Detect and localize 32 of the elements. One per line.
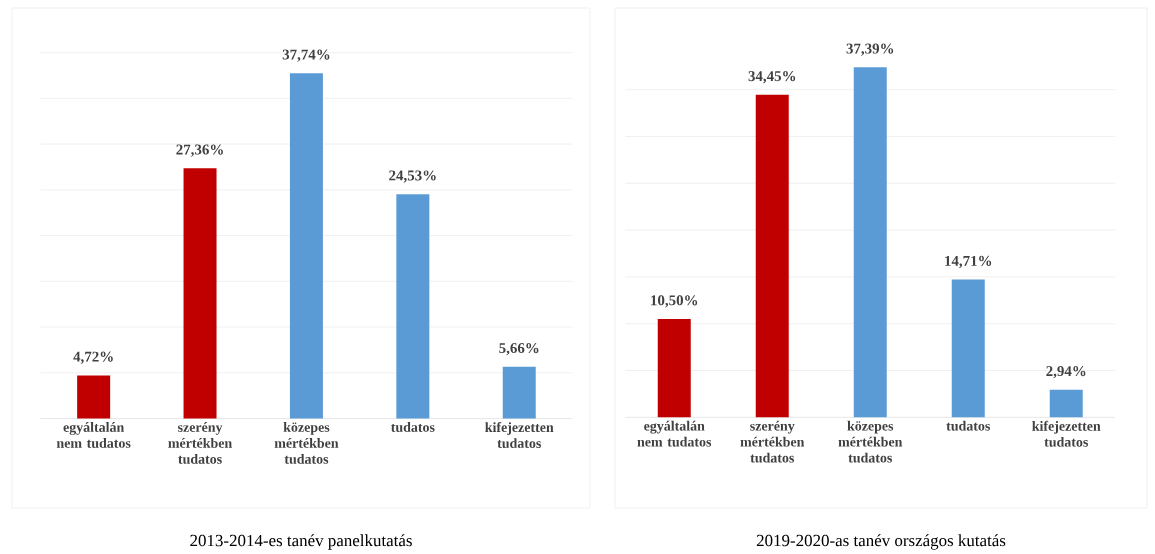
x-tick-label: tudatos [390,422,435,432]
bar [183,168,217,419]
x-tick-label: közepes mértékben tudatos [274,422,339,464]
x-tick-label: tudatos [946,420,990,431]
text: 2019-2020-as tanév országos kutatás [756,534,1006,550]
bar [289,73,323,419]
x-tick-label: szerény mértékben tudatos [168,422,232,464]
bar [396,194,430,419]
data-label: 37,74% [282,49,330,62]
bar [755,94,789,418]
x-tick-label: egyáltalán nem tudatos [637,420,712,447]
bar [657,319,691,418]
bar [502,366,536,419]
bar [77,375,111,419]
x-tick-label: közepes mértékben tudatos [838,420,903,463]
data-label: 24,53% [389,170,436,183]
x-tick-label: szerény mértékben tudatos [740,420,805,463]
text: 2013-2014-es tanév panelkutatás [190,534,412,550]
data-label: 4,72% [73,351,113,364]
bar [951,279,985,418]
x-tick-label: kifejezetten tudatos [485,422,554,449]
data-label: 27,36% [176,144,223,157]
data-label: 37,39% [846,43,894,56]
data-label: 14,71% [945,255,992,269]
bar [853,67,887,418]
data-label: 10,50% [651,295,698,308]
bar [1049,389,1083,418]
data-label: 34,45% [748,71,796,84]
data-label: 5,66% [499,343,539,356]
x-tick-label: egyáltalán nem tudatos [56,422,131,448]
data-label: 2,94% [1046,366,1086,379]
x-tick-label: kifejezetten tudatos [1032,420,1101,447]
